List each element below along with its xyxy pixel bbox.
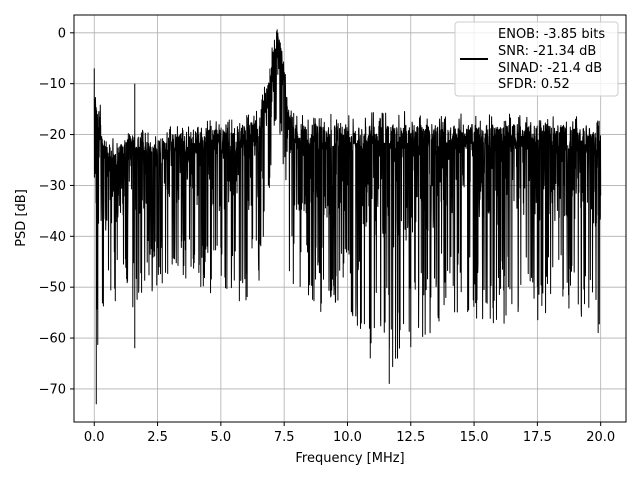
legend: ENOB: -3.85 bits SNR: -21.34 dB SINAD: -… <box>454 21 619 97</box>
y-tick-label: −60 <box>39 332 66 347</box>
x-tick-label: 12.5 <box>396 430 425 445</box>
y-tick-label: −70 <box>39 382 66 397</box>
series-group <box>93 29 602 405</box>
y-tick-label: 0 <box>58 26 66 41</box>
legend-sinad: SINAD: -21.4 dB <box>498 61 602 76</box>
y-tick-label: −20 <box>39 128 66 143</box>
x-tick-label: 7.5 <box>274 430 295 445</box>
x-tick-label: 10.0 <box>333 430 362 445</box>
x-axis-ticks: 0.0 2.5 5.0 7.5 10.0 12.5 15.0 17.5 20.0 <box>84 422 615 445</box>
legend-enob: ENOB: -3.85 bits <box>498 27 605 42</box>
x-tick-label: 2.5 <box>147 430 168 445</box>
legend-box <box>454 21 619 97</box>
x-tick-label: 0.0 <box>84 430 105 445</box>
y-tick-label: −50 <box>39 281 66 296</box>
y-tick-label: −30 <box>39 179 66 194</box>
y-axis-ticks: 0 −10 −20 −30 −40 −50 −60 −70 <box>39 26 74 397</box>
x-tick-label: 20.0 <box>586 430 615 445</box>
y-tick-label: −10 <box>39 77 66 92</box>
plot-frame <box>73 14 627 423</box>
x-tick-label: 5.0 <box>211 430 232 445</box>
x-tick-label: 15.0 <box>460 430 489 445</box>
legend-snr: SNR: -21.34 dB <box>498 44 596 59</box>
x-axis-label: Frequency [MHz] <box>295 451 404 466</box>
y-tick-label: −40 <box>39 230 66 245</box>
legend-sfdr: SFDR: 0.52 <box>498 77 570 92</box>
y-axis-label: PSD [dB] <box>14 189 29 247</box>
x-tick-label: 17.5 <box>523 430 552 445</box>
psd-series-line <box>93 29 602 405</box>
